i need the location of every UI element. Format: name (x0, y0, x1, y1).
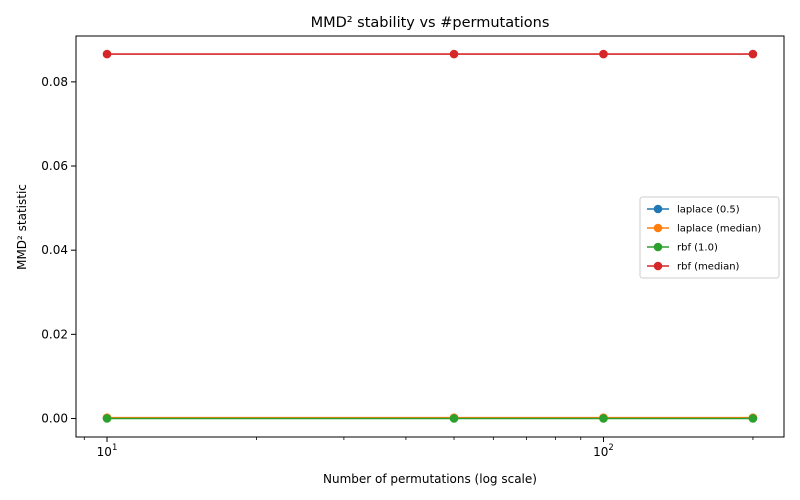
series-2 (102, 414, 758, 423)
data-point (102, 49, 112, 59)
x-tick-label: 101 (97, 443, 118, 459)
chart-title: MMD² stability vs #permutations (311, 15, 550, 31)
legend-label: laplace (0.5) (677, 205, 740, 216)
data-point (599, 414, 608, 423)
legend-marker (653, 204, 663, 214)
data-point (102, 414, 112, 423)
y-tick-label: 0.02 (41, 327, 68, 341)
legend-marker (653, 242, 663, 252)
data-point (449, 414, 459, 423)
data-point (599, 49, 608, 59)
legend-item: rbf (median) (647, 262, 740, 273)
plot-frame (75, 35, 785, 438)
legend-label: laplace (median) (677, 224, 761, 235)
legend: laplace (0.5) laplace (median) rbf (1.0) rb… (639, 196, 780, 279)
data-point (449, 49, 459, 59)
y-axis: 0.00 0.02 0.04 0.06 0.08 (41, 75, 76, 425)
y-tick-label: 0.04 (41, 243, 68, 257)
legend-marker (653, 261, 663, 271)
x-axis: 101 102 (83, 437, 754, 459)
legend-box (639, 196, 780, 279)
legend-item: laplace (median) (647, 224, 761, 235)
y-tick-label: 0.08 (41, 75, 68, 89)
legend-item: rbf (1.0) (647, 243, 718, 254)
series-layer (102, 49, 758, 423)
y-axis-label: MMD² statistic (15, 184, 29, 270)
legend-item: laplace (0.5) (647, 205, 740, 216)
legend-marker (653, 223, 663, 233)
data-point (748, 414, 758, 423)
x-axis-label: Number of permutations (log scale) (323, 472, 537, 486)
x-tick-label: 102 (593, 443, 614, 459)
plot-area (75, 35, 785, 438)
legend-label: rbf (median) (677, 262, 740, 273)
data-point (748, 49, 758, 59)
series-3 (102, 49, 758, 59)
y-tick-label: 0.00 (41, 411, 68, 425)
y-tick-label: 0.06 (41, 159, 68, 173)
legend-label: rbf (1.0) (677, 243, 718, 254)
series-1 (102, 413, 758, 422)
